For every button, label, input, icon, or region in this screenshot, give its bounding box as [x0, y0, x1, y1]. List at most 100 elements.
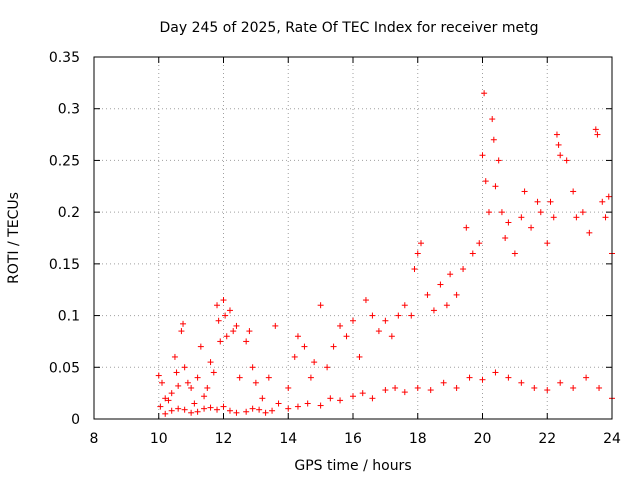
y-tick-label: 0.25	[49, 153, 80, 169]
y-tick-label: 0.35	[49, 50, 80, 66]
data-point	[155, 372, 162, 379]
data-point	[583, 374, 590, 381]
data-point	[165, 397, 172, 404]
data-point	[602, 214, 609, 221]
plot-frame	[93, 56, 613, 420]
data-point	[518, 379, 525, 386]
x-tick-label: 20	[474, 431, 492, 447]
data-point	[521, 188, 528, 195]
data-point	[356, 353, 363, 360]
data-point	[592, 126, 599, 133]
data-point	[573, 214, 580, 221]
x-tick-label: 16	[344, 431, 362, 447]
data-point	[220, 297, 227, 304]
data-point	[178, 328, 185, 335]
y-tick-label: 0.05	[49, 360, 80, 376]
data-point	[337, 397, 344, 404]
data-point	[265, 374, 272, 381]
data-point	[479, 376, 486, 383]
data-point	[563, 157, 570, 164]
data-point	[528, 224, 535, 231]
data-point	[411, 266, 418, 273]
data-point	[259, 395, 266, 402]
data-point	[233, 409, 240, 416]
data-point	[476, 240, 483, 247]
data-point	[414, 384, 421, 391]
data-point	[246, 328, 253, 335]
data-point	[168, 390, 175, 397]
data-point	[262, 409, 269, 416]
data-point	[395, 312, 402, 319]
data-point	[188, 409, 195, 416]
data-point	[210, 369, 217, 376]
data-point	[294, 403, 301, 410]
data-point	[171, 353, 178, 360]
data-point	[553, 131, 560, 138]
data-point	[162, 395, 169, 402]
x-tick-label: 18	[409, 431, 427, 447]
x-tick-label: 24	[603, 431, 621, 447]
data-point	[375, 328, 382, 335]
data-point	[531, 384, 538, 391]
data-point	[447, 271, 454, 278]
data-point	[437, 281, 444, 288]
data-point	[230, 328, 237, 335]
data-point	[175, 382, 182, 389]
data-point	[217, 338, 224, 345]
data-point	[291, 353, 298, 360]
data-point	[207, 359, 214, 366]
x-tick-label: 22	[538, 431, 556, 447]
data-point	[408, 312, 415, 319]
data-point	[392, 384, 399, 391]
data-point	[223, 333, 230, 340]
data-point	[518, 214, 525, 221]
data-point	[162, 410, 169, 417]
data-point	[350, 317, 356, 324]
data-point	[466, 374, 473, 381]
data-point	[158, 379, 165, 386]
data-point	[180, 320, 187, 327]
data-point	[502, 235, 509, 241]
x-tick-label: 12	[215, 431, 233, 447]
data-point	[596, 384, 603, 391]
chart-title: Day 245 of 2025, Rate Of TEC Index for r…	[160, 20, 539, 36]
data-point	[275, 400, 282, 407]
data-point	[479, 152, 486, 159]
data-point	[168, 407, 175, 414]
data-point	[440, 379, 447, 386]
data-point	[485, 209, 492, 216]
data-point	[201, 405, 208, 412]
data-point	[550, 214, 557, 221]
data-point	[173, 369, 180, 376]
data-point	[369, 312, 376, 319]
data-point	[443, 302, 450, 309]
data-point	[233, 322, 240, 329]
data-point	[401, 302, 408, 309]
data-point	[350, 393, 356, 400]
y-tick-label: 0.15	[49, 257, 80, 273]
data-point	[194, 374, 201, 381]
data-point	[362, 297, 369, 304]
data-point	[544, 240, 551, 247]
data-point	[557, 379, 564, 386]
data-point	[181, 406, 188, 413]
data-point	[324, 364, 331, 371]
labels-layer: 8 10 12 14 16 18 20 22 24 0 0.05 0.1 0.15 0.2 0.25 0.3 0…	[49, 50, 621, 447]
y-tick-label: 0.1	[58, 309, 80, 325]
data-point	[181, 364, 188, 371]
data-point	[489, 116, 496, 123]
data-point	[427, 387, 434, 394]
data-point	[492, 369, 499, 376]
data-point	[337, 322, 344, 329]
data-point	[157, 403, 164, 410]
data-point	[226, 307, 233, 314]
data-point	[243, 338, 250, 345]
data-point	[359, 390, 366, 397]
data-point	[175, 405, 182, 412]
data-point	[490, 136, 497, 143]
data-point	[505, 219, 512, 226]
data-point	[570, 384, 577, 391]
data-point	[294, 333, 301, 340]
